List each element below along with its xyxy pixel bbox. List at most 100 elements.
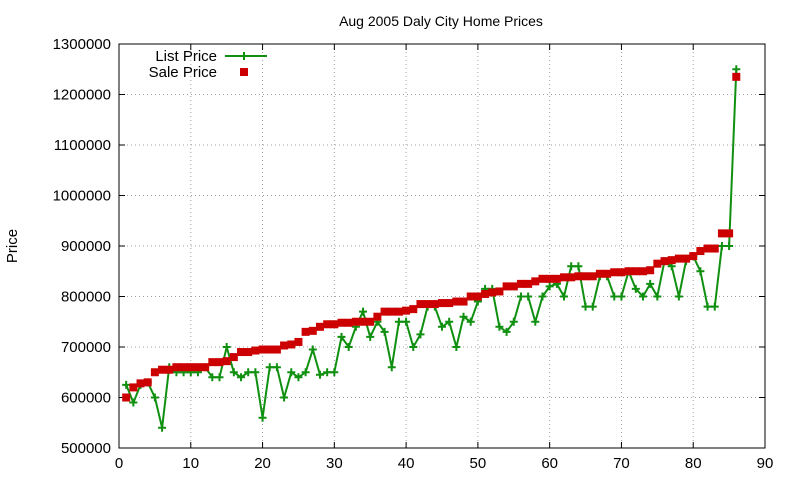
list-price-point — [538, 292, 547, 301]
list-price-point — [359, 307, 368, 316]
legend-label-sale-price: Sale Price — [149, 64, 217, 81]
sale-price-point — [201, 363, 210, 372]
list-price-point — [466, 317, 475, 326]
sale-price-point — [581, 272, 590, 281]
list-price-point — [237, 373, 246, 382]
list-price-point — [438, 322, 446, 331]
sale-price-point — [172, 363, 181, 372]
sale-price-point — [423, 300, 432, 309]
x-tick-label: 0 — [115, 455, 123, 472]
list-price-point — [244, 368, 253, 377]
list-price-point — [344, 343, 353, 351]
x-tick-label: 30 — [326, 455, 343, 472]
sale-price-point — [660, 257, 669, 266]
sale-price-point — [495, 287, 504, 296]
list-price-point — [402, 317, 411, 326]
sale-price-point — [667, 256, 676, 265]
list-price-point — [710, 302, 719, 311]
sale-price-point — [258, 345, 267, 354]
list-price-point — [567, 262, 576, 271]
list-price-point — [229, 368, 238, 377]
list-price-point — [265, 363, 274, 372]
sale-price-point — [315, 322, 324, 331]
y-tick-label: 700000 — [61, 339, 111, 356]
sale-price-point — [359, 317, 368, 326]
list-price-point — [545, 282, 554, 291]
legend-marker-sale-price — [240, 68, 248, 76]
y-axis-label: Price — [4, 229, 21, 263]
list-price-point — [631, 284, 640, 293]
sale-price-point — [631, 267, 640, 276]
list-price-point — [574, 262, 583, 271]
sale-price-point — [308, 326, 317, 335]
sale-price-point — [136, 379, 145, 388]
legend-marker-list-price — [240, 52, 248, 60]
sale-price-point — [710, 244, 719, 253]
legend-label-list-price: List Price — [155, 48, 217, 65]
sale-price-point — [337, 318, 346, 327]
list-price-point — [732, 65, 741, 74]
y-tick-label: 500000 — [61, 440, 111, 457]
sale-price-point — [402, 306, 411, 315]
list-price-point — [366, 332, 375, 341]
list-price-point — [703, 302, 712, 311]
sale-price-point — [373, 312, 382, 321]
sale-price-point — [516, 279, 525, 288]
sale-price-point — [272, 345, 281, 354]
list-price-point — [301, 368, 310, 377]
list-price-point — [560, 292, 569, 301]
sale-price-point — [394, 307, 403, 316]
sale-price-point — [251, 346, 260, 355]
list-price-point — [280, 393, 289, 402]
sale-price-point — [509, 282, 518, 291]
list-price-point — [502, 327, 511, 336]
x-tick-label: 90 — [757, 455, 774, 472]
sale-price-point — [380, 307, 389, 316]
list-price-point — [287, 368, 296, 377]
x-tick-label: 60 — [541, 455, 558, 472]
sale-price-point — [409, 305, 418, 314]
sale-price-point — [344, 318, 353, 327]
sale-price-point — [725, 229, 734, 238]
sale-price-point — [560, 273, 569, 282]
y-tick-label: 600000 — [61, 390, 111, 407]
list-price-point — [452, 343, 461, 351]
y-ticks: 500000 600000 700000 800000 900000 1000000 110… — [53, 36, 765, 457]
sale-price-point — [122, 393, 131, 402]
sale-price-point — [689, 252, 698, 261]
sale-price-point — [129, 383, 138, 392]
y-tick-label: 800000 — [61, 289, 111, 306]
y-tick-label: 1100000 — [54, 137, 111, 154]
sale-price-point — [280, 341, 289, 350]
list-price-point — [445, 317, 454, 326]
list-price-point — [725, 242, 734, 250]
sale-price-point — [588, 272, 597, 281]
sale-price-point — [387, 307, 396, 316]
list-price-point — [129, 398, 138, 407]
sale-price-point — [531, 277, 540, 286]
list-price-point — [696, 267, 705, 276]
series — [122, 65, 741, 432]
list-price-point — [638, 292, 647, 301]
chart-title: Aug 2005 Daly City Home Prices — [339, 13, 543, 29]
sale-price-point — [502, 282, 511, 291]
sale-price-point — [301, 327, 310, 336]
sale-price-point — [610, 268, 619, 277]
sale-price-point — [244, 348, 253, 357]
list-price-point — [122, 380, 131, 389]
sale-price-point — [552, 274, 561, 283]
sale-price-point — [732, 72, 741, 81]
x-tick-label: 70 — [613, 455, 630, 472]
sale-price-point — [538, 274, 547, 283]
sale-price-point — [416, 300, 425, 309]
list-price-point — [617, 292, 626, 301]
list-price-point — [416, 330, 425, 339]
sale-price-point — [430, 300, 439, 309]
y-tick-label: 900000 — [61, 238, 111, 255]
list-price-point — [258, 413, 267, 422]
list-price-point — [272, 363, 281, 372]
list-price-point — [610, 292, 619, 301]
sale-price-point — [143, 378, 152, 387]
list-price-point — [509, 317, 518, 326]
sale-price-point — [466, 292, 475, 301]
